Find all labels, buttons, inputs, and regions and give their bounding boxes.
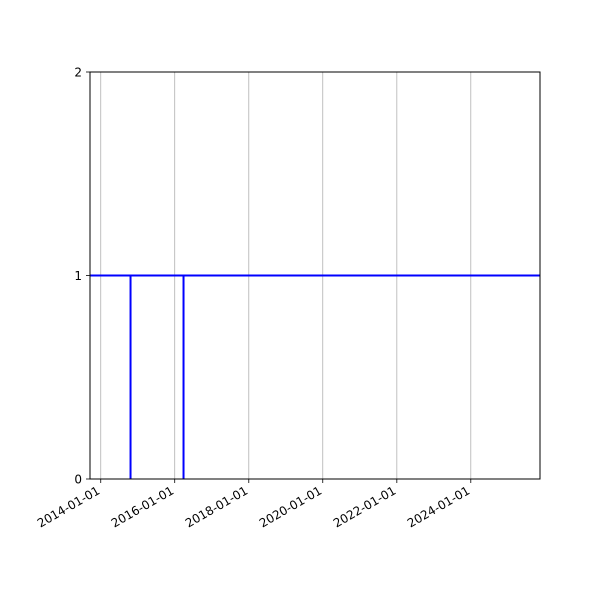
y-tick-label: 2 — [74, 66, 82, 80]
y-tick-label: 0 — [74, 473, 82, 487]
y-axis: 0 1 2 — [74, 66, 90, 487]
y-tick-label: 1 — [74, 269, 82, 283]
data-marks — [90, 274, 540, 479]
